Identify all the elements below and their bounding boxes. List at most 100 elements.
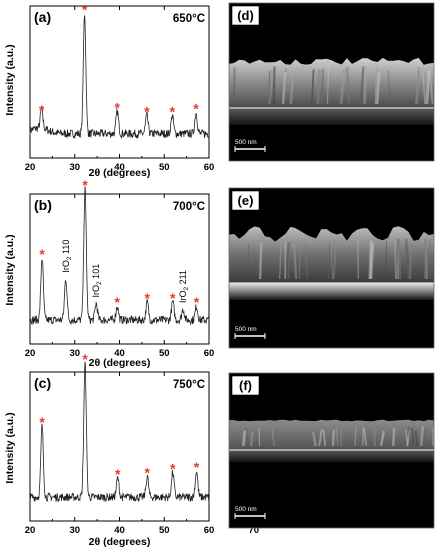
xrd-trace bbox=[29, 15, 210, 140]
sem-grain bbox=[287, 241, 291, 280]
sem-label-box bbox=[231, 190, 260, 211]
sem-film-layer bbox=[229, 57, 434, 108]
sem-grain bbox=[404, 238, 411, 280]
peak-star: * bbox=[39, 246, 45, 262]
x-tick-label: 50 bbox=[159, 348, 170, 359]
peak-star: * bbox=[39, 414, 45, 430]
x-tick-label: 20 bbox=[25, 162, 36, 173]
sem-frame bbox=[228, 187, 435, 349]
y-axis-label: Intensity (a.u.) bbox=[4, 412, 16, 483]
sem-substrate bbox=[229, 108, 434, 125]
sem-substrate bbox=[229, 283, 434, 300]
sem-grain bbox=[281, 71, 287, 105]
panel-label: (e) bbox=[238, 193, 254, 208]
peak-star: * bbox=[193, 101, 199, 117]
sem-grain bbox=[345, 67, 351, 105]
x-tick-label: 50 bbox=[159, 525, 170, 536]
sem-grain bbox=[374, 67, 378, 105]
temperature-label: 750°C bbox=[173, 379, 205, 391]
sem-grain bbox=[326, 66, 330, 105]
scale-bar-label: 500 nm bbox=[235, 326, 257, 333]
sem-grain bbox=[357, 240, 360, 280]
sem-grain bbox=[331, 430, 336, 447]
sem-grain bbox=[411, 427, 415, 447]
sem-grain bbox=[393, 239, 397, 280]
sem-grain bbox=[320, 68, 325, 105]
peak-star: * bbox=[144, 104, 150, 120]
peak-star: * bbox=[145, 290, 151, 306]
panel-label: (c) bbox=[34, 375, 51, 391]
xrd-plot-0: 20 30 40 50 60 2θ (degrees) Intensity (a.u.) (a… bbox=[4, 1, 214, 179]
sem-grain bbox=[335, 426, 339, 447]
temperature-label: 650°C bbox=[173, 13, 205, 25]
iro2-annotation: IrO2 101 bbox=[91, 264, 103, 298]
sem-grain bbox=[419, 426, 425, 447]
peak-star: * bbox=[115, 294, 121, 310]
sem-frame bbox=[228, 372, 435, 529]
x-tick-label: 60 bbox=[204, 162, 215, 173]
scale-bar-label: 500 nm bbox=[235, 506, 257, 513]
x-tick-label: 30 bbox=[69, 525, 80, 536]
sem-image-2: (f) 500 nm bbox=[228, 372, 435, 529]
sem-grain bbox=[397, 239, 402, 280]
x-axis-label: 2θ (degrees) bbox=[89, 167, 151, 179]
x-tick-label: 40 bbox=[114, 348, 125, 359]
xrd-trace bbox=[29, 361, 210, 503]
sem-label-box bbox=[231, 375, 260, 396]
scale-bar-label: 500 nm bbox=[235, 139, 257, 146]
sem-grain bbox=[311, 68, 315, 105]
peak-star: * bbox=[170, 460, 176, 476]
sem-grain bbox=[379, 430, 385, 447]
peak-star: * bbox=[82, 1, 88, 17]
sem-grain bbox=[354, 426, 357, 447]
iro2-annotation: IrO2 211 bbox=[178, 270, 190, 303]
sem-grain bbox=[332, 239, 338, 280]
panel-label: (f) bbox=[239, 378, 252, 393]
sem-grain bbox=[278, 240, 283, 280]
sem-grain bbox=[407, 426, 412, 447]
sem-frame bbox=[228, 2, 435, 162]
peak-star: * bbox=[115, 99, 121, 115]
x-tick-label: 30 bbox=[69, 348, 80, 359]
x-tick-label: 50 bbox=[159, 162, 170, 173]
x-tick-label: 60 bbox=[204, 348, 215, 359]
sem-label-box bbox=[231, 5, 260, 26]
x-tick-label: 40 bbox=[114, 162, 125, 173]
sem-grain bbox=[384, 241, 388, 280]
sem-grain bbox=[359, 66, 365, 105]
x-tick-label: 60 bbox=[204, 525, 215, 536]
sem-grain bbox=[368, 239, 373, 280]
sem-grain bbox=[249, 431, 254, 447]
sem-grain bbox=[387, 70, 392, 105]
sem-image-1: (e) 500 nm bbox=[228, 187, 435, 349]
temperature-label: 700°C bbox=[173, 201, 205, 213]
sem-grain bbox=[392, 428, 396, 447]
sem-grain bbox=[376, 71, 381, 105]
xrd-plot-2: 20 30 40 50 60 70 2θ (degrees) Intensity (a.u.)… bbox=[4, 351, 259, 548]
x-tick-label: 20 bbox=[25, 525, 36, 536]
sem-grain bbox=[327, 242, 331, 280]
sem-grain bbox=[316, 69, 321, 105]
sem-grain bbox=[289, 70, 295, 105]
sem-grain bbox=[311, 431, 318, 447]
sem-grain bbox=[415, 71, 421, 105]
sem-grain bbox=[304, 243, 308, 280]
x-axis-label: 2θ (degrees) bbox=[89, 357, 151, 369]
x-tick-label: 20 bbox=[25, 348, 36, 359]
sem-grain bbox=[421, 428, 427, 447]
sem-grain bbox=[258, 242, 263, 280]
panel-label: (a) bbox=[34, 9, 51, 25]
peak-star: * bbox=[82, 177, 88, 193]
peak-star: * bbox=[170, 104, 176, 120]
peak-star: * bbox=[194, 459, 200, 475]
sem-grain bbox=[363, 65, 367, 105]
panel-label: (d) bbox=[237, 8, 254, 23]
sem-grain bbox=[232, 67, 236, 105]
sem-grain bbox=[429, 71, 434, 105]
panel-label: (b) bbox=[34, 197, 52, 213]
peak-star: * bbox=[82, 351, 88, 367]
iro2-annotation: IrO2 110 bbox=[61, 240, 73, 273]
peak-star: * bbox=[170, 290, 176, 306]
sem-image-0: (d) 500 nm bbox=[228, 2, 435, 162]
